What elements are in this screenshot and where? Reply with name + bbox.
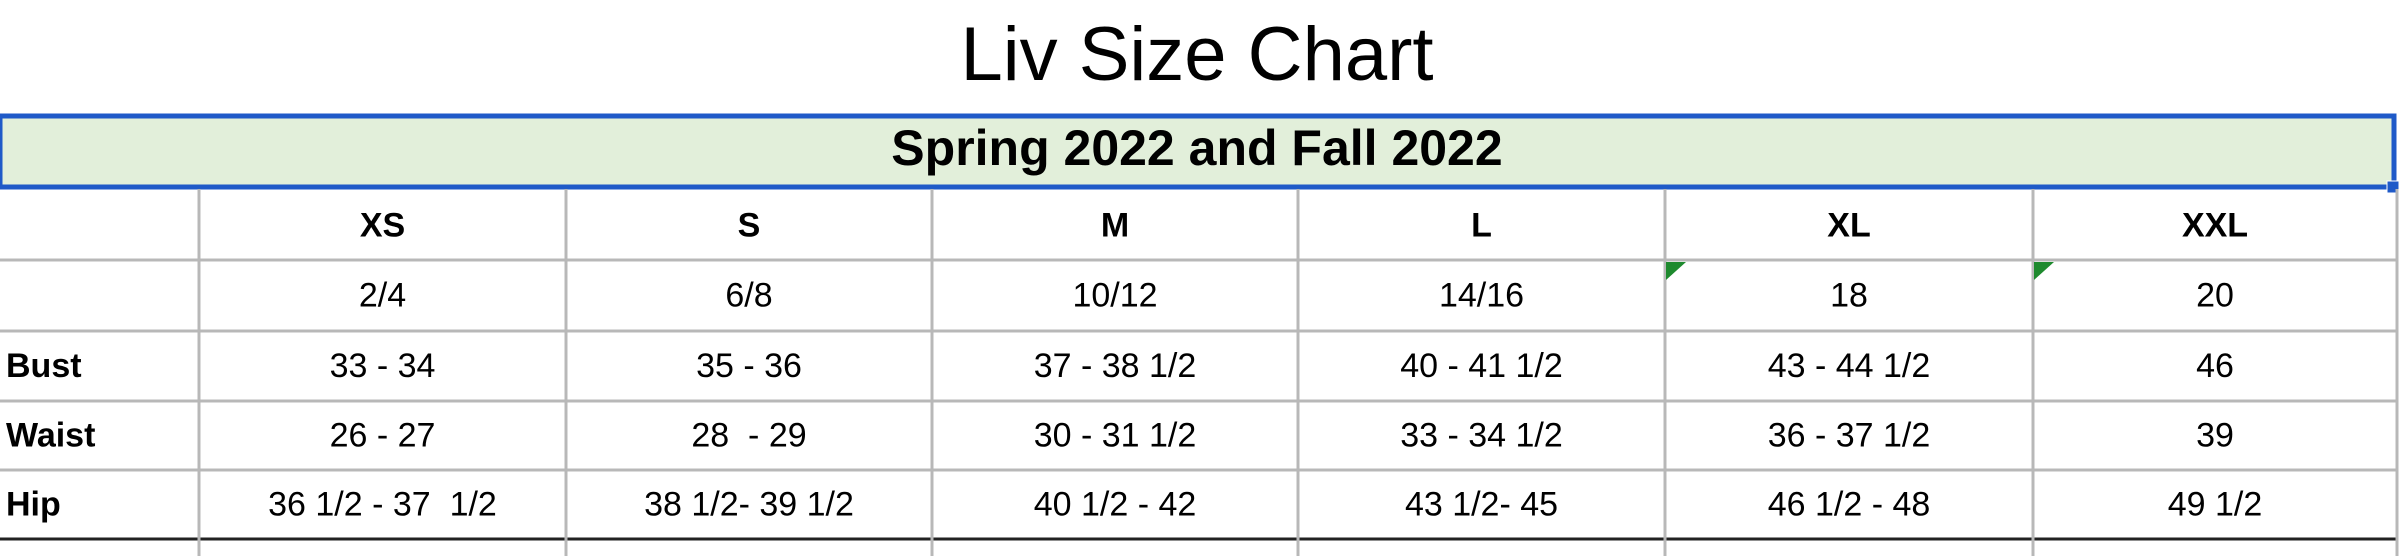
numeric-size: 14/16: [1439, 276, 1524, 314]
numeric-size: 6/8: [725, 276, 772, 314]
size-header: S: [738, 206, 761, 244]
measurement: 46: [2196, 347, 2234, 385]
measurement: 36 - 37 1/2: [1768, 416, 1931, 454]
size-header: XS: [360, 206, 405, 244]
measurement: 43 1/2- 45: [1405, 485, 1558, 523]
title: Liv Size Chart: [960, 12, 1433, 97]
measurement: 26 - 27: [330, 416, 436, 454]
numeric-size: 20: [2196, 276, 2234, 314]
row-label: Waist: [6, 416, 95, 454]
measurement: 36 1/2 - 37 1/2: [268, 485, 497, 523]
measurement: 46 1/2 - 48: [1768, 485, 1931, 523]
numeric-size: 18: [1830, 276, 1868, 314]
row-label: Hip: [6, 485, 61, 523]
subtitle: Spring 2022 and Fall 2022: [891, 120, 1502, 176]
measurement: 28 - 29: [691, 416, 806, 454]
measurement: 49 1/2: [2168, 485, 2263, 523]
measurement: 40 1/2 - 42: [1034, 485, 1197, 523]
measurement: 38 1/2- 39 1/2: [644, 485, 854, 523]
measurement: 39: [2196, 416, 2234, 454]
measurement: 30 - 31 1/2: [1034, 416, 1197, 454]
size-header: M: [1101, 206, 1129, 244]
measurement: 35 - 36: [696, 347, 802, 385]
table-cells: XS S M L XL XXL 2/4 6/8 10/12 14/16 18 20 Bust 33 - 3…: [6, 206, 2262, 523]
comment-marker: [1666, 262, 1686, 280]
measurement: 33 - 34 1/2: [1400, 416, 1563, 454]
size-header: L: [1471, 206, 1492, 244]
measurement: 37 - 38 1/2: [1034, 347, 1197, 385]
size-header: XL: [1827, 206, 1870, 244]
row-label: Bust: [6, 347, 82, 385]
numeric-size: 10/12: [1072, 276, 1157, 314]
subtitle-band: [0, 113, 2397, 190]
table-grid: [0, 189, 2399, 556]
comment-marker: [2034, 262, 2054, 280]
measurement: 43 - 44 1/2: [1768, 347, 1931, 385]
measurement: 33 - 34: [330, 347, 436, 385]
measurement: 40 - 41 1/2: [1400, 347, 1563, 385]
size-header: XXL: [2182, 206, 2248, 244]
numeric-size: 2/4: [359, 276, 406, 314]
